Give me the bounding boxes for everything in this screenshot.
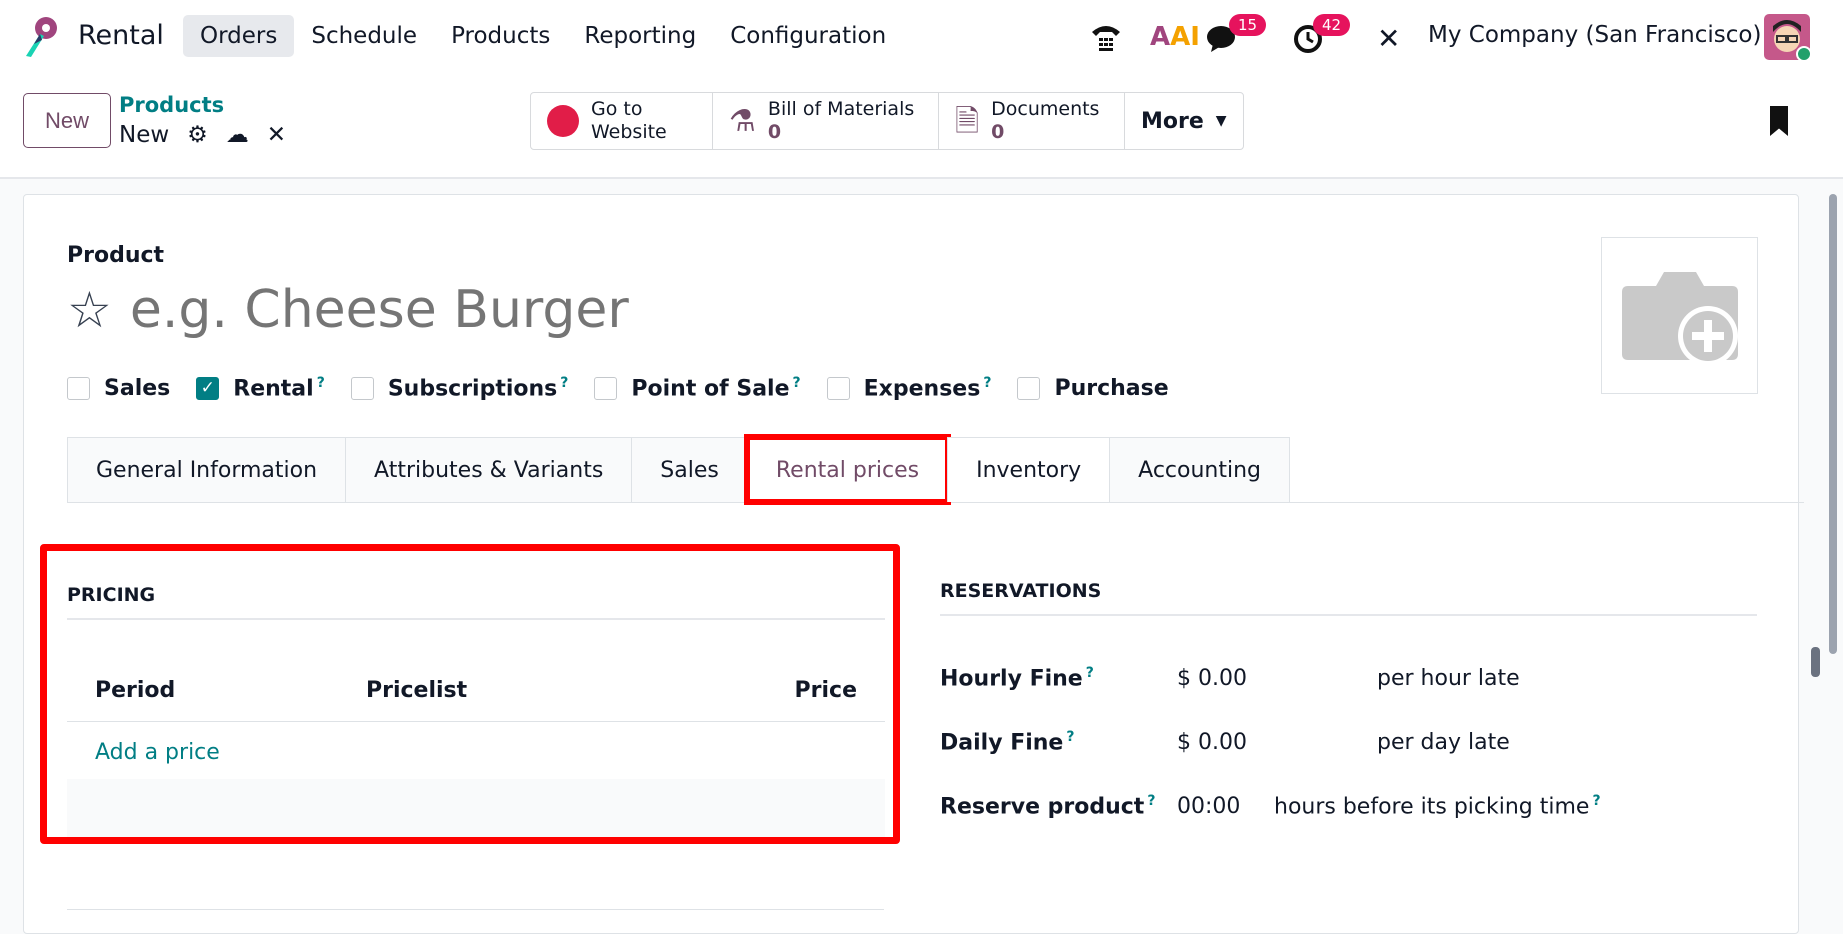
check-icon: ✓ (196, 376, 220, 400)
page-scrollbar[interactable] (1829, 194, 1837, 654)
help-icon[interactable]: ? (1066, 728, 1075, 745)
flask-icon: ⚗ (729, 103, 756, 139)
menu-reporting[interactable]: Reporting (584, 23, 697, 49)
daily-fine-input[interactable]: $ 0.00 (1177, 729, 1247, 755)
help-icon[interactable]: ? (983, 375, 992, 391)
help-icon[interactable]: ? (792, 375, 801, 391)
pricing-section: PRICING Period Pricelist Price Add a pri… (40, 544, 900, 844)
divider (67, 909, 884, 910)
control-panel: New Products New ⚙ ☁ ✕ Go to Website ⚗ Bi… (0, 74, 1843, 179)
globe-icon (547, 105, 579, 137)
help-icon[interactable]: ? (1147, 792, 1156, 809)
bill-of-materials-button[interactable]: ⚗ Bill of Materials 0 (713, 93, 939, 149)
user-avatar[interactable] (1764, 14, 1810, 60)
checkbox-subscriptions[interactable]: Subscriptions? (350, 375, 569, 401)
top-navbar: Rental Orders Schedule Products Reportin… (0, 0, 1843, 74)
app-name[interactable]: Rental (78, 20, 164, 51)
reserve-time-input[interactable]: 00:00 (1177, 793, 1241, 819)
ai-icon[interactable]: A AI (1150, 22, 1200, 52)
tab-inventory[interactable]: Inventory (947, 437, 1111, 502)
checkbox-point-of-sale[interactable]: Point of Sale? (594, 375, 801, 401)
camera-plus-icon (1621, 271, 1738, 366)
company-switcher[interactable]: My Company (San Francisco) (1428, 22, 1762, 48)
product-name-input[interactable] (129, 280, 930, 340)
save-cloud-icon[interactable]: ☁ (225, 122, 249, 148)
tabs-scrollbar[interactable] (1811, 647, 1820, 677)
column-period: Period (95, 678, 176, 703)
more-button[interactable]: More ▼ (1141, 108, 1227, 134)
checkbox-purchase[interactable]: Purchase (1017, 376, 1169, 401)
tab-accounting[interactable]: Accounting (1109, 437, 1291, 502)
menu-orders[interactable]: Orders (183, 15, 295, 57)
menu-schedule[interactable]: Schedule (311, 23, 418, 49)
column-pricelist: Pricelist (366, 678, 468, 703)
reservations-section: RESERVATIONS Hourly Fine? $ 0.00 per hou… (940, 580, 1757, 838)
checkbox-rental[interactable]: ✓ Rental? (196, 375, 325, 401)
daily-fine-row: Daily Fine? $ 0.00 per day late (940, 728, 1510, 756)
new-button[interactable]: New (23, 93, 111, 148)
reserve-product-row: Reserve product? 00:00 hours before its … (940, 792, 1601, 820)
hourly-fine-row: Hourly Fine? $ 0.00 per hour late (940, 664, 1520, 692)
tab-general-information[interactable]: General Information (67, 437, 347, 502)
menu-products[interactable]: Products (451, 23, 551, 49)
help-icon[interactable]: ? (560, 375, 569, 391)
messages-icon[interactable]: 15 (1205, 14, 1267, 54)
activities-badge: 42 (1313, 14, 1351, 36)
checkbox-sales[interactable]: Sales (67, 376, 170, 401)
pricing-table-header: Period Pricelist Price (67, 620, 885, 722)
hourly-fine-input[interactable]: $ 0.00 (1177, 665, 1247, 691)
gear-icon[interactable]: ⚙ (187, 122, 208, 148)
menu-configuration[interactable]: Configuration (730, 23, 887, 49)
reservations-title: RESERVATIONS (940, 580, 1757, 616)
messages-badge: 15 (1229, 14, 1267, 36)
activities-icon[interactable]: 42 (1293, 14, 1351, 54)
rental-app-logo[interactable] (22, 16, 60, 58)
debug-tools-icon[interactable]: ✕ (1377, 22, 1401, 55)
favorite-star-icon[interactable]: ☆ (67, 281, 112, 339)
form-sheet: Product ☆ Sales ✓Rental? Subscriptions? … (23, 194, 1820, 934)
help-icon[interactable]: ? (1085, 664, 1094, 681)
documents-button[interactable]: 🗎 Documents 0 (939, 93, 1125, 149)
product-image-upload[interactable] (1601, 237, 1758, 394)
go-to-website-button[interactable]: Go to Website (531, 93, 713, 149)
bookmark-icon[interactable] (1770, 106, 1788, 136)
document-icon: 🗎 (955, 103, 980, 139)
help-icon[interactable]: ? (1592, 792, 1601, 809)
tab-attributes-variants[interactable]: Attributes & Variants (345, 437, 633, 502)
product-label: Product (67, 243, 165, 268)
pricing-table-footer (67, 779, 885, 837)
breadcrumb-products[interactable]: Products (119, 93, 225, 117)
tab-sales[interactable]: Sales (631, 437, 748, 502)
breadcrumb-current: New (119, 122, 170, 148)
pricing-title: PRICING (67, 584, 885, 620)
caret-down-icon: ▼ (1215, 112, 1227, 129)
add-price-link[interactable]: Add a price (67, 722, 885, 784)
phone-icon[interactable] (1090, 22, 1122, 52)
tab-rental-prices[interactable]: Rental prices (743, 434, 952, 505)
column-price: Price (794, 678, 857, 703)
checkbox-expenses[interactable]: Expenses? (826, 375, 992, 401)
discard-icon[interactable]: ✕ (266, 122, 287, 148)
help-icon[interactable]: ? (316, 375, 325, 391)
